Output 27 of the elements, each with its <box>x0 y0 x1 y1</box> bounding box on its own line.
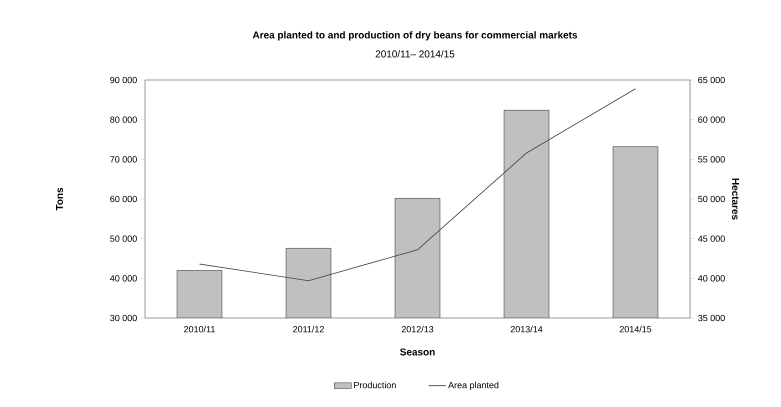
chart-title: Area planted to and production of dry beans for commercial markets <box>252 31 578 40</box>
x-tick-label: 2013/14 <box>510 326 542 332</box>
x-tick-label: 2010/11 <box>184 326 215 332</box>
y-tick-label: 40 000 <box>110 275 137 282</box>
chart-subtitle: 2010/11– 2014/15 <box>376 50 454 58</box>
legend-label: Production <box>354 382 396 388</box>
y-tick-label: 90 000 <box>110 76 137 84</box>
y2-tick-label: 45 000 <box>698 235 725 242</box>
y2-tick-label: 40 000 <box>698 275 725 282</box>
y2-axis-title: Hectares <box>732 178 739 220</box>
y-tick-label: 70 000 <box>110 156 137 163</box>
y2-tick-label: 35 000 <box>698 314 725 322</box>
y-tick-label: 80 000 <box>110 116 137 123</box>
x-tick-label: 2012/13 <box>402 326 434 332</box>
y2-tick-label: 60 000 <box>698 116 725 123</box>
y2-tick-label: 55 000 <box>698 156 725 163</box>
y2-tick-label: 65 000 <box>698 76 725 84</box>
x-tick-label: 2014/15 <box>620 326 652 332</box>
legend-label: Area planted <box>448 382 498 390</box>
y-axis-title: Tons <box>56 188 63 210</box>
y-tick-label: 50 000 <box>110 235 137 242</box>
y-tick-label: 60 000 <box>110 196 137 202</box>
x-tick-label: 2011/12 <box>293 326 324 332</box>
y2-tick-label: 50 000 <box>698 196 725 202</box>
line-series <box>199 88 636 282</box>
x-axis-title: Season <box>400 348 435 356</box>
y-tick-label: 30 000 <box>110 314 137 322</box>
